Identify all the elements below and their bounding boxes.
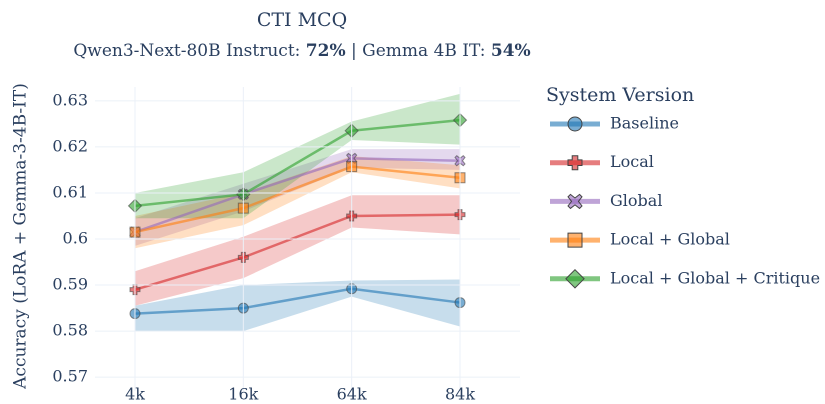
confidence-band [135,156,460,249]
subtitle-part: | Gemma 4B IT: [346,41,491,61]
x-tick-label: 16k [228,385,258,404]
series-line [134,287,461,315]
y-tick-label: 0.58 [52,321,88,340]
y-tick-label: 0.62 [52,136,88,155]
y-tick-label: 0.6 [63,229,88,248]
chart-title: CTI MCQ [257,9,347,31]
legend-label: Baseline [610,114,679,133]
series-line [134,118,461,208]
legend-marker [567,193,583,210]
legend-label: Global [610,191,662,210]
legend-marker [567,232,583,248]
confidence-band [135,195,460,306]
legend-label: Local [610,152,654,171]
legend-marker [567,155,583,171]
legend-label: Local + Global [610,230,730,249]
y-axis-label: Accuracy (LoRA + Gemma-3-4B-IT) [11,83,31,390]
subtitle-part: 54% [491,41,531,61]
y-tick-label: 0.57 [52,367,88,386]
y-tick-label: 0.59 [52,275,88,294]
plot-area [127,93,468,332]
legend-marker [565,268,585,289]
y-tick-label: 0.61 [52,182,88,201]
y-tick-label: 0.63 [52,90,88,109]
subtitle-part: 72% [306,41,346,61]
x-tick-label: 64k [337,385,367,404]
chart-subtitle: Qwen3-Next-80B Instruct: 72% | Gemma 4B … [73,41,530,61]
legend-title: System Version [546,84,694,106]
legend-label: Local + Global + Critique [610,268,820,287]
x-tick-label: 4k [125,385,145,404]
subtitle-part: Qwen3-Next-80B Instruct: [73,41,305,61]
series-line [134,157,461,234]
x-tick-label: 84k [445,385,475,404]
confidence-band [135,93,460,219]
series-line [134,165,461,234]
series-line [134,213,461,291]
legend-marker [567,116,583,132]
